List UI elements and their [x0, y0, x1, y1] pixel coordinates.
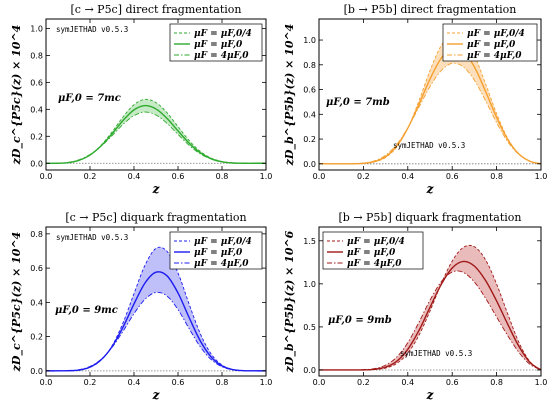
chart-panel-2: 0.0 0.2 0.4 0.6 0.8 1.0 0.0 0.2 0.4 0.6 0.8 1.0 [b →… — [283, 3, 547, 196]
y-tick-label: 0.0 — [303, 366, 316, 375]
series-line-2 — [319, 260, 542, 371]
y-tick-label: 1.0 — [303, 36, 316, 45]
legend-entry-1: μF = μF,0/4 — [194, 29, 252, 39]
x-axis-label: z — [426, 182, 435, 196]
plot-frame — [45, 226, 267, 377]
legend-entry-3: μF = 4μF,0 — [467, 51, 522, 61]
x-axis-label: z — [152, 182, 161, 196]
x-tick-label: 1.0 — [535, 172, 548, 181]
legend-entry-1: μF = μF,0/4 — [194, 237, 252, 247]
scale-annotation: μF,0 = 7mb — [326, 97, 390, 108]
x-tick-label: 0.4 — [401, 378, 414, 387]
x-tick-label: 0.0 — [40, 378, 53, 387]
plot-frame — [318, 226, 542, 377]
x-tick-label: 1.0 — [260, 378, 273, 387]
chart-panel-3: 0.0 0.2 0.4 0.6 0.8 1.0 0.0 0.2 0.4 0.6 0.8 [c → P5… — [10, 211, 272, 402]
x-tick-label: 0.6 — [172, 172, 185, 181]
legend: μF = μF,0/4μF = μF,0μF = 4μF,0 — [169, 231, 263, 270]
x-tick-label: 0.0 — [313, 378, 326, 387]
x-tick-label: 0.8 — [490, 172, 503, 181]
x-tick-label: 0.2 — [84, 378, 97, 387]
y-tick-label: 0.4 — [30, 298, 43, 307]
legend: μF = μF,0/4μF = μF,0μF = 4μF,0 — [442, 23, 538, 62]
y-axis-label: zD_b^{P5b}(z) × 10^4 — [283, 24, 297, 167]
y-tick-label: 0.6 — [303, 86, 316, 95]
legend-entry-2: μF = μF,0 — [194, 40, 243, 50]
legend-entry-3: μF = 4μF,0 — [347, 259, 402, 269]
series-line-3 — [45, 291, 267, 372]
x-tick-label: 0.2 — [357, 378, 370, 387]
x-tick-label: 0.8 — [216, 172, 229, 181]
x-tick-label: 0.6 — [446, 172, 459, 181]
y-axis-label: zD_b^{P5b}(z) × 10^6 — [283, 230, 297, 373]
y-tick-label: 0.8 — [30, 51, 43, 60]
uncertainty-band — [46, 99, 266, 164]
x-axis-label: z — [152, 388, 161, 402]
chart-panel-1: 0.0 0.2 0.4 0.6 0.8 1.0 0.0 0.2 0.4 0.6 0.8 1.0 [c →… — [10, 3, 272, 196]
y-tick-label: 1.5 — [303, 237, 316, 246]
x-tick-label: 0.4 — [128, 172, 141, 181]
legend: μF = μF,0/4μF = μF,0μF = 4μF,0 — [169, 23, 263, 62]
y-tick-label: 0.0 — [303, 160, 316, 169]
scale-annotation: μF,0 = 9mb — [328, 315, 392, 326]
x-tick-label: 1.0 — [260, 172, 273, 181]
legend-entry-1: μF = μF,0/4 — [347, 237, 405, 247]
watermark-label: symJETHAD v0.5.3 — [56, 233, 128, 242]
x-tick-label: 0.0 — [40, 172, 53, 181]
y-tick-label: 0.5 — [303, 323, 316, 332]
y-tick-label: 0.6 — [30, 78, 43, 87]
chart-title: [b → P5b] direct fragmentation — [344, 3, 517, 16]
x-tick-label: 0.6 — [172, 378, 185, 387]
plot-frame — [318, 18, 542, 171]
legend-entry-2: μF = μF,0 — [467, 40, 516, 50]
x-tick-label: 0.8 — [216, 378, 229, 387]
watermark-label: symJETHAD v0.5.3 — [56, 25, 128, 34]
x-tick-label: 0.6 — [446, 378, 459, 387]
y-tick-label: 0.4 — [30, 105, 43, 114]
series-line-3 — [45, 111, 266, 164]
legend-entry-3: μF = 4μF,0 — [194, 259, 249, 269]
chart-title: [c → P5c] diquark fragmentation — [65, 211, 246, 224]
y-tick-label: 0.6 — [30, 264, 43, 273]
watermark-label: symJETHAD v0.5.3 — [393, 141, 465, 150]
y-axis-label: zD_c^{P5c}(z) × 10^4 — [10, 232, 24, 373]
x-tick-label: 0.0 — [313, 172, 326, 181]
scale-annotation: μF,0 = 9mc — [55, 305, 118, 316]
plot-frame — [45, 18, 267, 171]
x-tick-label: 0.4 — [401, 172, 414, 181]
x-tick-label: 0.2 — [357, 172, 370, 181]
legend: μF = μF,0/4μF = μF,0μF = 4μF,0 — [322, 231, 424, 270]
x-tick-label: 0.4 — [128, 378, 141, 387]
scale-annotation: μF,0 = 7mc — [58, 93, 121, 104]
y-tick-label: 1.0 — [30, 24, 43, 33]
x-tick-label: 1.0 — [535, 378, 548, 387]
legend-entry-3: μF = 4μF,0 — [194, 51, 249, 61]
legend-entry-2: μF = μF,0 — [194, 248, 243, 258]
y-axis-label: zD_c^{P5c}(z) × 10^4 — [10, 25, 24, 166]
y-tick-label: 0.8 — [30, 230, 43, 239]
x-axis-label: z — [426, 388, 435, 402]
y-tick-label: 0.4 — [303, 110, 316, 119]
legend-entry-1: μF = μF,0/4 — [467, 29, 525, 39]
series-line-3 — [319, 62, 542, 165]
y-tick-label: 1.0 — [303, 280, 316, 289]
y-tick-label: 0.2 — [30, 333, 43, 342]
y-tick-label: 0.8 — [303, 61, 316, 70]
watermark-label: symJETHAD v0.5.3 — [400, 349, 472, 358]
chart-title: [c → P5c] direct fragmentation — [71, 3, 242, 16]
y-tick-label: 0.0 — [30, 367, 43, 376]
chart-panel-4: 0.0 0.2 0.4 0.6 0.8 1.0 0.0 0.5 1.0 1.5 [b → P5b] … — [283, 211, 547, 402]
y-tick-label: 0.0 — [30, 159, 43, 168]
series-line-3 — [319, 270, 542, 371]
chart-title: [b → P5b] diquark fragmentation — [338, 211, 521, 224]
series-line-2 — [319, 46, 542, 165]
x-tick-label: 0.2 — [84, 172, 97, 181]
y-tick-label: 0.2 — [303, 135, 316, 144]
legend-entry-2: μF = μF,0 — [347, 248, 396, 258]
x-tick-label: 0.8 — [490, 378, 503, 387]
y-tick-label: 0.2 — [30, 132, 43, 141]
